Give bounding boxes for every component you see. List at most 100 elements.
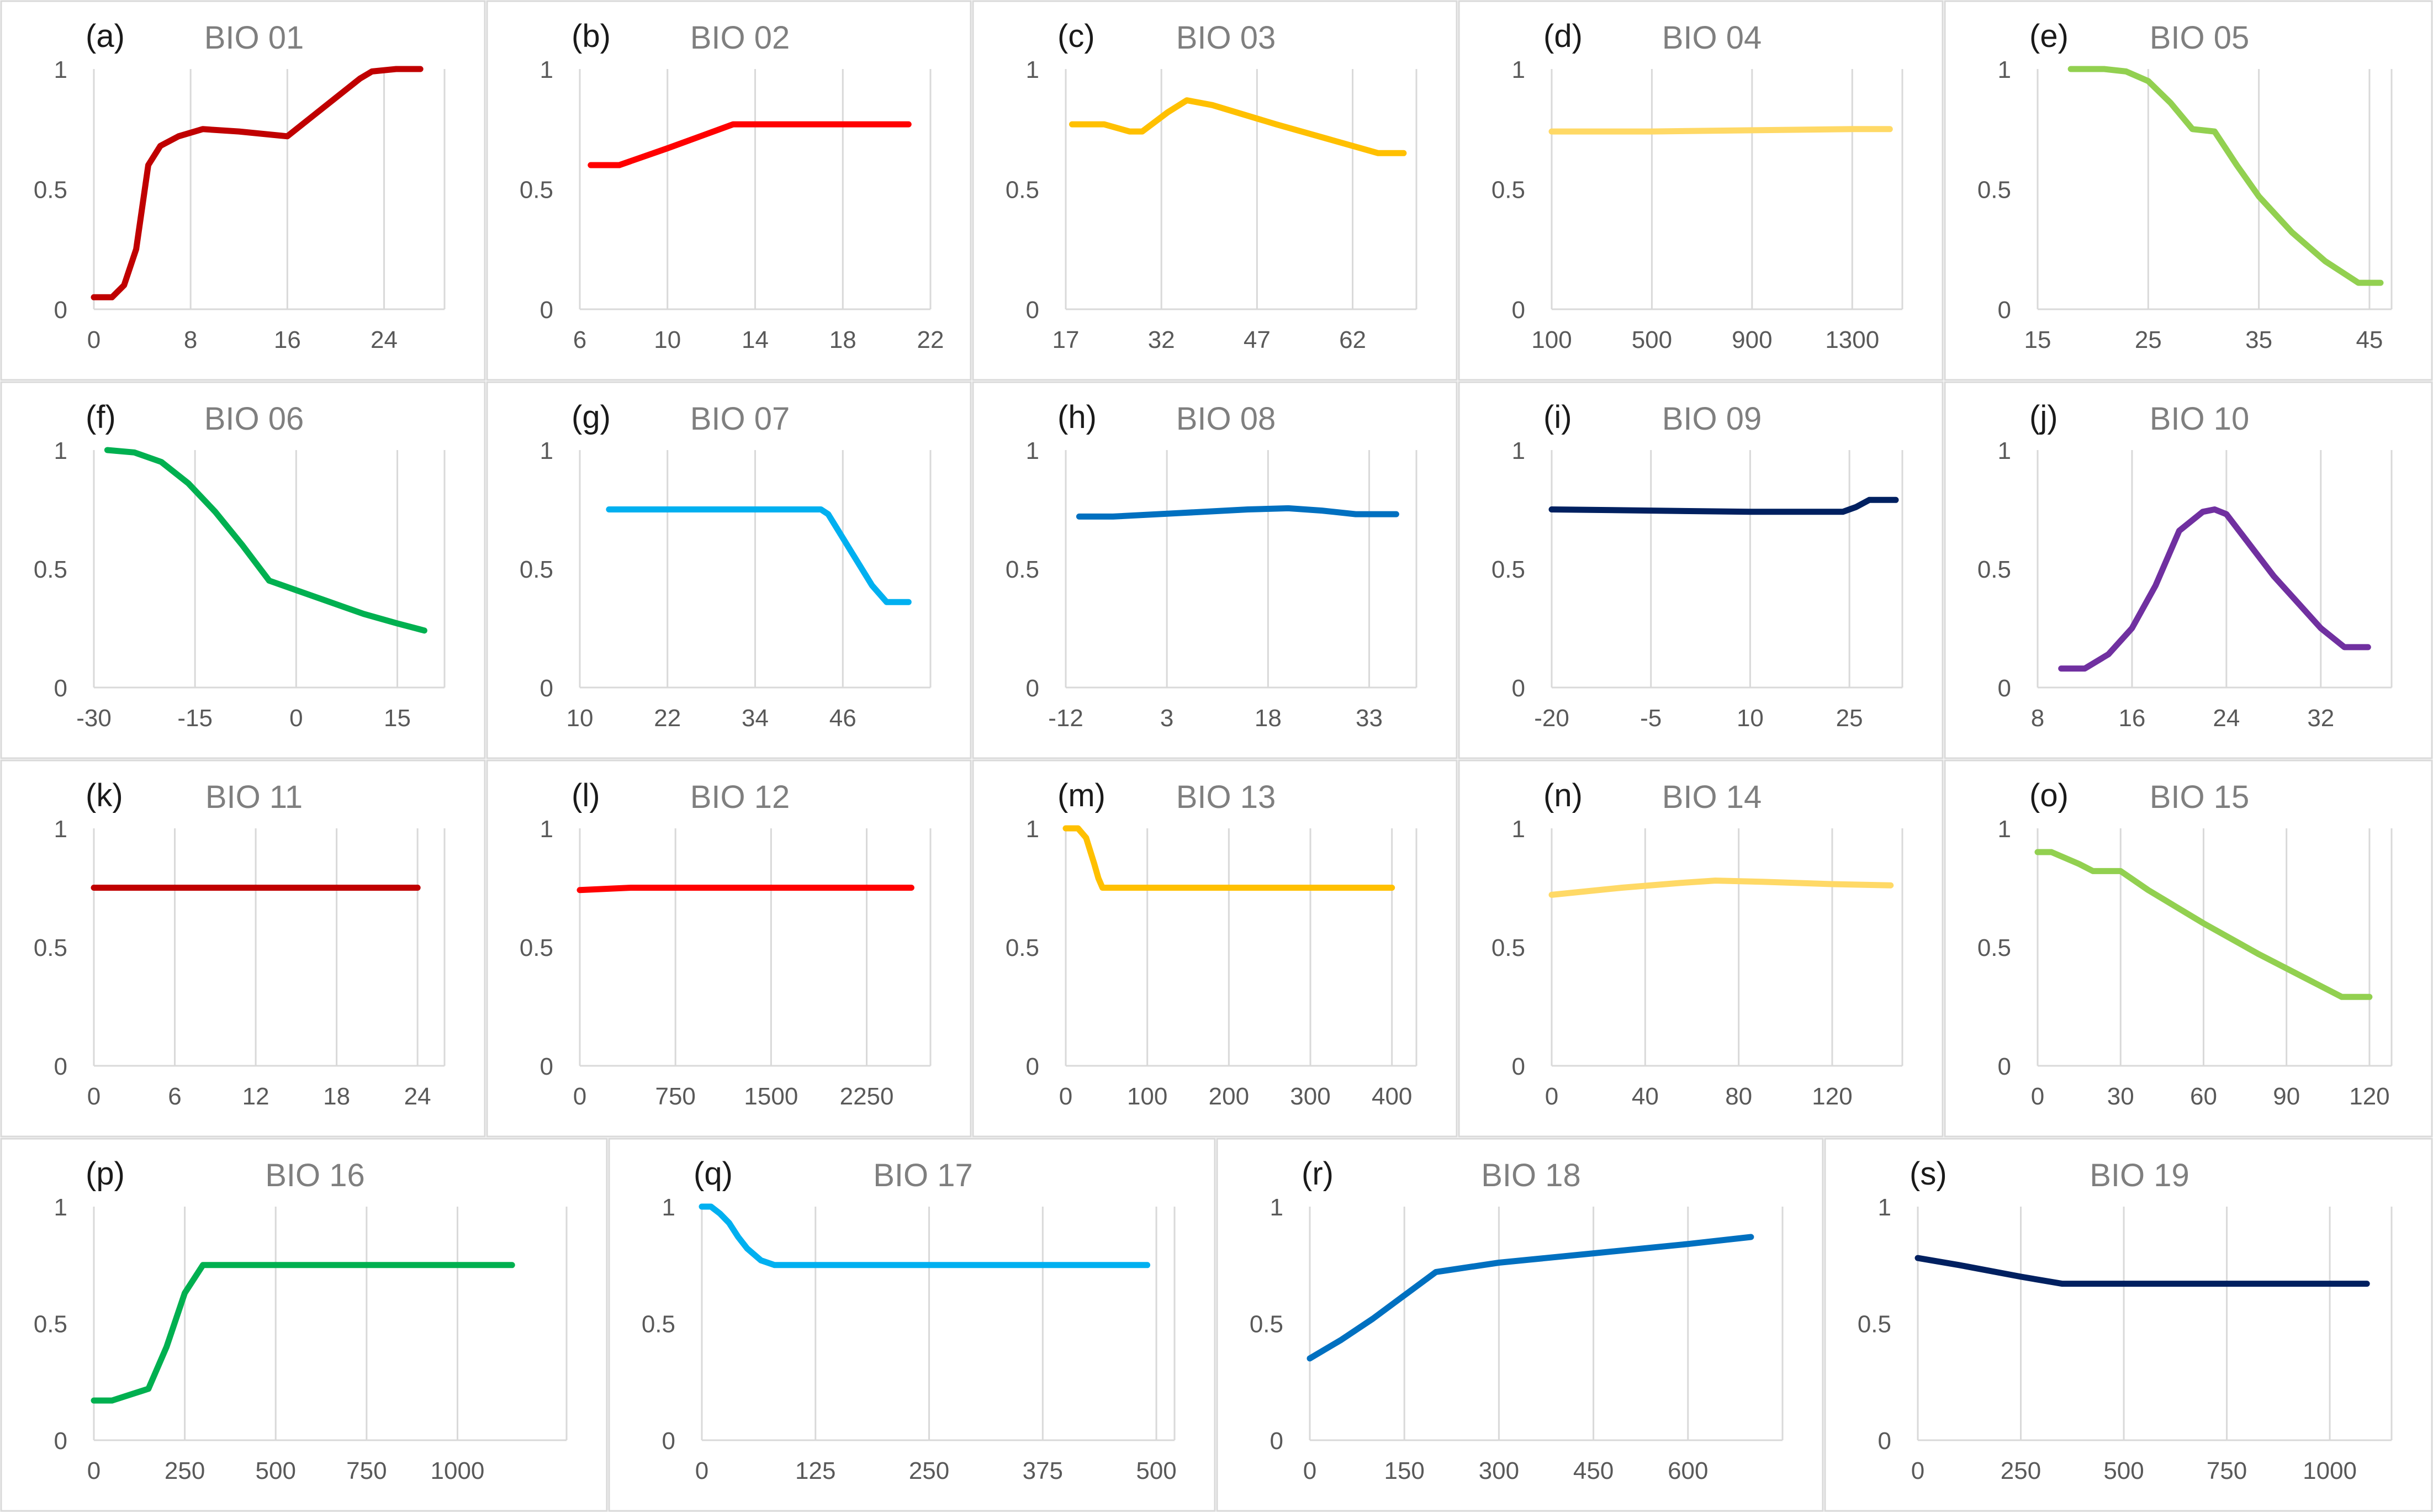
chart-panel-14: 0 0.5 1 0 40 80 120 (n) BIO 14 bbox=[1458, 759, 1944, 1138]
y-tick-label: 0 bbox=[54, 297, 67, 324]
panel-title: BIO 16 bbox=[265, 1157, 365, 1193]
panel-frame bbox=[0, 381, 486, 759]
x-tick-label: 500 bbox=[1632, 326, 1672, 353]
panel-frame bbox=[972, 759, 1458, 1138]
panel-letter: (s) bbox=[1910, 1156, 1947, 1192]
y-tick-label: 0 bbox=[540, 675, 553, 702]
x-tick-label: 32 bbox=[1148, 326, 1175, 353]
panel-title: BIO 01 bbox=[204, 20, 304, 56]
x-tick-label: 0 bbox=[695, 1457, 708, 1484]
x-tick-label: 450 bbox=[1573, 1457, 1614, 1484]
y-tick-label: 1 bbox=[1026, 816, 1039, 843]
chart-panel-7: 0 0.5 1 10 22 34 46 (g) BIO 07 bbox=[486, 381, 972, 759]
series-line-bio-17 bbox=[699, 1203, 1151, 1268]
panel-letter: (f) bbox=[86, 399, 116, 435]
panel-title: BIO 17 bbox=[873, 1157, 973, 1193]
panel-letter: (p) bbox=[86, 1156, 125, 1192]
y-tick-label: 1 bbox=[1026, 56, 1039, 83]
y-tick-label: 1 bbox=[1512, 437, 1525, 464]
x-tick-label: 10 bbox=[1737, 705, 1764, 732]
y-tick-label: 0.5 bbox=[1491, 177, 1525, 204]
panel-letter: (k) bbox=[86, 778, 123, 813]
x-tick-label: 750 bbox=[2207, 1457, 2247, 1484]
y-tick-label: 0 bbox=[54, 1053, 67, 1080]
x-tick-label: 250 bbox=[165, 1457, 205, 1484]
panel-title: BIO 10 bbox=[2150, 401, 2250, 437]
x-tick-label: 45 bbox=[2356, 326, 2383, 353]
panel-letter: (r) bbox=[1302, 1156, 1334, 1192]
chart-panel-15: 0 0.5 1 0 30 60 90 120 (o) BIO 15 bbox=[1944, 759, 2433, 1138]
chart-panel-18: 0 0.5 1 0 150 300 450 600 (r) BIO 18 bbox=[1216, 1138, 1824, 1512]
x-tick-label: 10 bbox=[567, 705, 594, 732]
y-tick-label: 0 bbox=[1512, 1053, 1525, 1080]
x-tick-label: 900 bbox=[1732, 326, 1772, 353]
series-line-bio-15 bbox=[2034, 849, 2373, 1000]
x-tick-label: 3 bbox=[1160, 705, 1173, 732]
x-tick-label: 500 bbox=[1136, 1457, 1176, 1484]
chart-panel-2: 0 0.5 1 6 10 14 18 22 (b) BIO 02 bbox=[486, 0, 972, 381]
y-tick-label: 1 bbox=[1512, 816, 1525, 843]
x-tick-label: 750 bbox=[655, 1083, 695, 1110]
x-tick-label: 17 bbox=[1052, 326, 1080, 353]
panel-frame bbox=[486, 0, 972, 381]
chart-panel-1: 0 0.5 1 0 8 16 24 (a) BIO 01 bbox=[0, 0, 486, 381]
series-line-bio-09 bbox=[1548, 496, 1899, 515]
x-tick-label: 47 bbox=[1244, 326, 1271, 353]
panel-frame bbox=[1944, 759, 2433, 1138]
panel-letter: (q) bbox=[694, 1156, 733, 1192]
panel-letter: (o) bbox=[2029, 778, 2069, 813]
y-tick-label: 0 bbox=[1270, 1428, 1283, 1455]
y-tick-label: 1 bbox=[54, 1194, 67, 1221]
panel-title: BIO 04 bbox=[1662, 20, 1762, 56]
x-tick-label: 60 bbox=[2190, 1083, 2217, 1110]
x-tick-label: 8 bbox=[2031, 705, 2044, 732]
panel-title: BIO 02 bbox=[690, 20, 790, 56]
panel-letter: (g) bbox=[572, 399, 611, 435]
panel-title: BIO 18 bbox=[1481, 1157, 1581, 1193]
chart-panel-16: 0 0.5 1 0 250 500 750 1000 (p) BIO 16 bbox=[0, 1138, 608, 1512]
series-line-bio-06 bbox=[104, 447, 427, 634]
panel-frame bbox=[0, 759, 486, 1138]
y-tick-label: 0.5 bbox=[34, 934, 67, 961]
x-tick-label: 18 bbox=[323, 1083, 350, 1110]
chart-panel-10: 0 0.5 1 8 16 24 32 (j) BIO 10 bbox=[1944, 381, 2433, 759]
series-line-bio-01 bbox=[91, 66, 424, 300]
x-tick-label: 25 bbox=[2135, 326, 2162, 353]
x-tick-label: 80 bbox=[1725, 1083, 1752, 1110]
series-line-bio-03 bbox=[1069, 97, 1407, 156]
panel-letter: (l) bbox=[572, 778, 600, 813]
panel-letter: (m) bbox=[1057, 778, 1106, 813]
panel-frame bbox=[972, 381, 1458, 759]
chart-panel-12: 0 0.5 1 0 750 1500 2250 (l) BIO 12 bbox=[486, 759, 972, 1138]
x-tick-label: 0 bbox=[1545, 1083, 1558, 1110]
panel-title: BIO 15 bbox=[2150, 779, 2250, 815]
y-tick-label: 0.5 bbox=[34, 556, 67, 583]
chart-panel-11: 0 0.5 1 0 6 12 18 24 (k) BIO 11 bbox=[0, 759, 486, 1138]
x-tick-label: 300 bbox=[1479, 1457, 1519, 1484]
x-tick-label: 120 bbox=[2349, 1083, 2389, 1110]
x-tick-label: 500 bbox=[2103, 1457, 2144, 1484]
x-tick-label: 6 bbox=[168, 1083, 181, 1110]
y-tick-label: 1 bbox=[54, 816, 67, 843]
x-tick-label: 250 bbox=[2001, 1457, 2041, 1484]
chart-panel-5: 0 0.5 1 15 25 35 45 (e) BIO 05 bbox=[1944, 0, 2433, 381]
y-tick-label: 0 bbox=[1026, 675, 1039, 702]
x-tick-label: 1000 bbox=[431, 1457, 485, 1484]
series-line-bio-04 bbox=[1548, 126, 1893, 135]
x-tick-label: 16 bbox=[2118, 705, 2145, 732]
series-line-bio-07 bbox=[606, 506, 912, 605]
panel-title: BIO 13 bbox=[1176, 779, 1276, 815]
x-tick-label: 150 bbox=[1384, 1457, 1424, 1484]
x-tick-label: 100 bbox=[1127, 1083, 1167, 1110]
panel-letter: (n) bbox=[1543, 778, 1583, 813]
x-tick-label: 0 bbox=[87, 326, 101, 353]
x-tick-label: 2250 bbox=[840, 1083, 894, 1110]
series-line-bio-12 bbox=[576, 885, 914, 894]
y-tick-label: 0 bbox=[1026, 1053, 1039, 1080]
chart-panel-13: 0 0.5 1 0 100 200 300 400 (m) BIO 13 bbox=[972, 759, 1458, 1138]
x-tick-label: 16 bbox=[274, 326, 301, 353]
y-tick-label: 0.5 bbox=[1006, 556, 1039, 583]
x-tick-label: -15 bbox=[177, 705, 213, 732]
y-tick-label: 1 bbox=[1512, 56, 1525, 83]
y-tick-label: 0.5 bbox=[520, 556, 553, 583]
